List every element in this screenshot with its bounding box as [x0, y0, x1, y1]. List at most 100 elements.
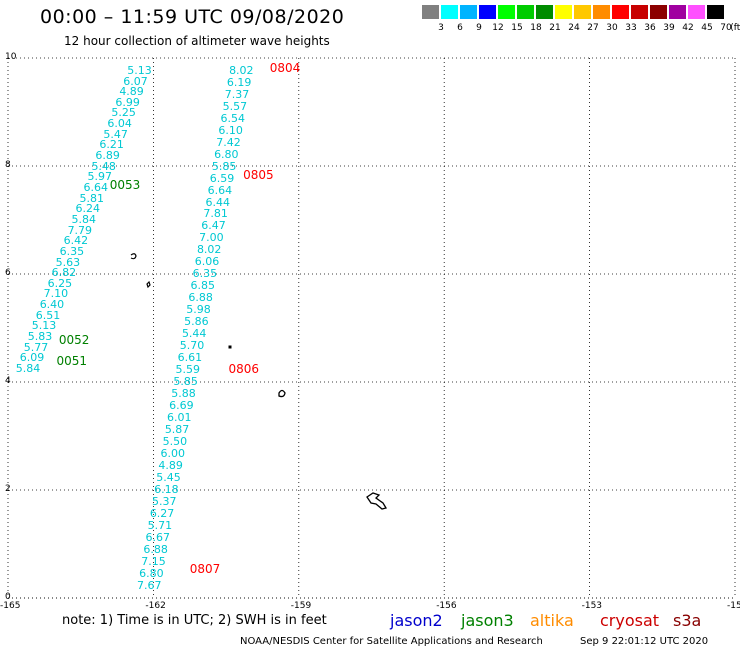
wave-height-value: 5.84	[71, 212, 97, 226]
wave-height-value: 5.88	[171, 387, 196, 400]
wave-height-value: 6.18	[154, 482, 179, 496]
footer-credit: NOAA/NESDIS Center for Satellite Applica…	[240, 636, 543, 647]
wave-height-value: 7.81	[203, 207, 228, 221]
wave-height-value: 5.77	[23, 340, 49, 354]
wave-height-value: 5.70	[179, 339, 205, 353]
footer-timestamp: Sep 9 22:01:12 UTC 2020	[580, 636, 709, 647]
colorbar-label: 9	[476, 23, 482, 33]
wave-height-value: 5.84	[15, 361, 41, 375]
colorbar-swatch	[612, 5, 629, 19]
colorbar-unit: (ft)	[730, 23, 740, 33]
wave-height-value: 7.15	[141, 554, 166, 568]
wave-height-value: 6.80	[214, 147, 239, 161]
colorbar-label: 36	[644, 23, 656, 33]
y-tick-label: 6	[5, 268, 11, 278]
map-subtitle: 12 hour collection of altimeter wave hei…	[64, 34, 330, 48]
y-tick-label: 8	[5, 160, 11, 170]
footer-note: note: 1) Time is in UTC; 2) SWH is in fe…	[62, 613, 327, 628]
wave-height-value: 5.13	[127, 63, 152, 77]
colorbar-swatch	[650, 5, 667, 19]
pass-time-label: 0807	[189, 561, 221, 576]
wave-height-value: 6.80	[139, 566, 164, 580]
wave-height-value: 4.89	[158, 458, 183, 472]
wave-height-value: 6.44	[205, 195, 231, 209]
x-tick-label: -162	[145, 601, 166, 611]
wave-height-value: 6.10	[218, 123, 243, 137]
wave-height-value: 6.89	[95, 149, 120, 163]
legend-jason2: jason2	[390, 611, 443, 630]
wave-height-value: 6.04	[107, 117, 132, 131]
x-tick-label: -156	[436, 601, 457, 611]
wave-height-value: 6.88	[188, 291, 213, 305]
colorbar-label: 3	[438, 23, 444, 33]
island-outline	[228, 345, 232, 349]
island-outline	[146, 280, 151, 289]
colorbar-label: 18	[530, 23, 542, 33]
wave-height-value: 6.21	[99, 138, 124, 152]
wave-height-value: 6.25	[47, 276, 73, 290]
wave-height-value: 5.71	[147, 518, 173, 532]
wave-height-value: 7.37	[224, 87, 250, 101]
wave-height-value: 7.10	[43, 287, 69, 301]
legend-cryosat: cryosat	[600, 611, 660, 630]
wave-height-value: 5.86	[184, 315, 209, 329]
x-tick-label: -165	[0, 601, 21, 611]
wave-height-value: 5.81	[79, 191, 105, 205]
wave-height-value: 5.44	[181, 327, 207, 341]
wave-height-value: 5.13	[31, 319, 57, 333]
wave-height-value: 5.63	[55, 255, 81, 269]
wave-height-value: 6.01	[166, 410, 192, 424]
wave-height-value: 6.06	[194, 255, 220, 269]
wave-height-value: 6.42	[63, 234, 89, 248]
x-tick-label: -159	[290, 601, 312, 611]
colorbar-swatch	[669, 5, 686, 19]
wave-height-value: 6.82	[51, 266, 77, 280]
wave-height-value: 7.00	[199, 231, 224, 245]
colorbar-swatch	[574, 5, 591, 19]
island-outline	[130, 253, 137, 260]
wave-height-value: 7.42	[216, 135, 241, 149]
colorbar-swatch	[479, 5, 496, 19]
wave-height-value: 6.54	[220, 111, 245, 125]
legend-altika: altika	[530, 611, 574, 630]
pass-time-label: 0053	[109, 177, 141, 192]
wave-height-value: 7.67	[136, 578, 162, 592]
y-tick-label: 2	[5, 484, 11, 494]
pass-time-label: 0805	[243, 167, 274, 182]
colorbar-label: 70	[720, 23, 732, 33]
colorbar-label: 39	[663, 23, 675, 33]
colorbar-swatch	[460, 5, 477, 19]
colorbar-label: 15	[511, 23, 523, 33]
wave-height-value: 5.48	[91, 159, 116, 173]
wave-height-value: 5.37	[151, 494, 177, 508]
pass-time-label: 0804	[269, 60, 301, 75]
wave-height-value: 6.47	[201, 219, 226, 233]
wave-height-value: 5.57	[222, 99, 248, 113]
wave-height-value: 8.02	[229, 63, 254, 77]
colorbar-swatch	[631, 5, 648, 19]
wave-height-value: 6.67	[145, 530, 171, 544]
y-tick-label: 10	[5, 52, 17, 62]
colorbar-swatch	[536, 5, 553, 19]
wave-height-value: 7.79	[67, 223, 93, 237]
legend-s3a: s3a	[673, 611, 702, 630]
wave-height-value: 6.88	[143, 542, 168, 556]
colorbar-label: 42	[682, 23, 694, 33]
wave-height-value: 6.35	[192, 267, 218, 281]
colorbar-label: 12	[492, 23, 504, 33]
colorbar-label: 45	[701, 23, 713, 33]
wave-height-value: 5.85	[211, 159, 237, 173]
colorbar-label: 24	[568, 23, 580, 33]
colorbar-label: 27	[587, 23, 599, 33]
pass-time-label: 0052	[58, 332, 90, 347]
wave-height-value: 6.64	[207, 183, 233, 197]
legend-jason3: jason3	[461, 611, 514, 630]
colorbar-label: 30	[606, 23, 618, 33]
wave-height-value: 5.87	[164, 422, 190, 436]
colorbar-swatch	[422, 5, 439, 19]
wave-height-value: 6.59	[209, 171, 235, 185]
wave-height-value: 6.51	[35, 308, 61, 322]
colorbar-swatch	[593, 5, 610, 19]
colorbar-label: 33	[625, 23, 637, 33]
colorbar-swatch	[555, 5, 572, 19]
